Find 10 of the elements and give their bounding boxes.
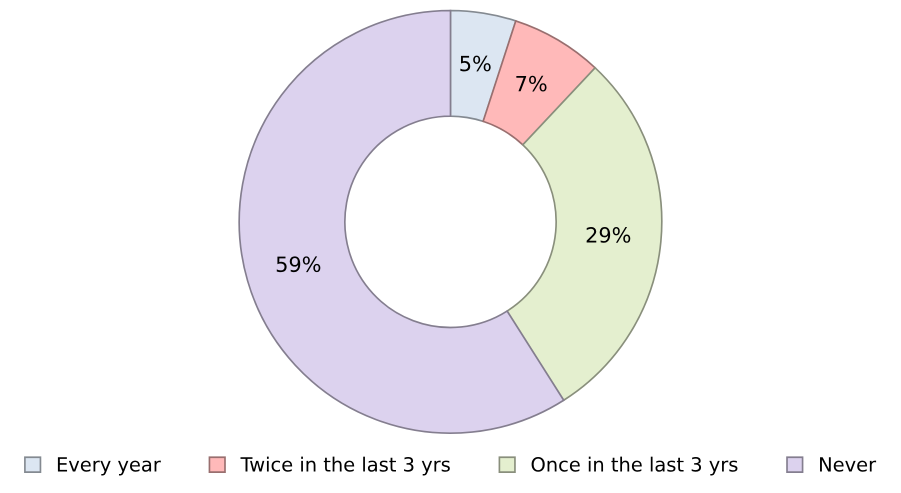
data-label: 29%	[586, 227, 630, 243]
legend-label: Once in the last 3 yrs	[532, 456, 738, 476]
data-label: 5%	[460, 56, 491, 72]
data-label: 59%	[276, 256, 320, 272]
donut-slice	[506, 66, 663, 402]
data-label: 7%	[516, 76, 547, 92]
legend-label: Never	[820, 457, 876, 472]
legend-label: Every year	[58, 457, 161, 476]
donut-slice	[238, 10, 565, 434]
legend-label: Twice in the last 3 yrs	[240, 456, 450, 476]
